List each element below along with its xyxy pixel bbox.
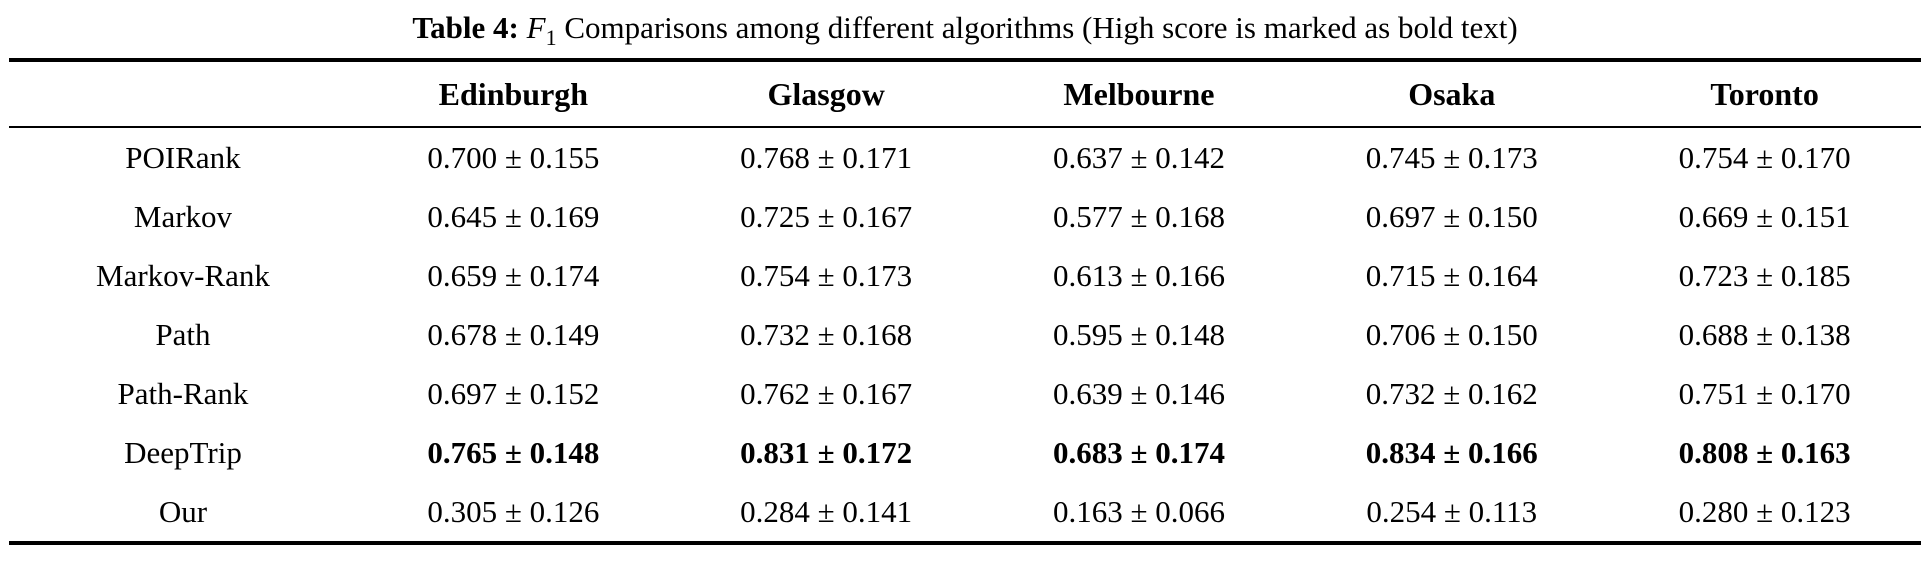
row-label: POIRank bbox=[125, 139, 241, 175]
score-cell-best: 0.808 ± 0.163 bbox=[1678, 434, 1851, 470]
table-row-markov: Markov 0.645 ± 0.169 0.725 ± 0.167 0.577… bbox=[9, 187, 1921, 246]
score-cell: 0.659 ± 0.174 bbox=[427, 257, 600, 293]
score-cell: 0.669 ± 0.151 bbox=[1678, 198, 1851, 234]
score-cell: 0.745 ± 0.173 bbox=[1365, 139, 1538, 175]
score-cell: 0.577 ± 0.168 bbox=[1052, 198, 1225, 234]
score-cell: 0.639 ± 0.146 bbox=[1052, 375, 1225, 411]
row-label: Path-Rank bbox=[117, 375, 249, 411]
score-cell: 0.697 ± 0.150 bbox=[1365, 198, 1538, 234]
caption-text: Comparisons among different algorithms (… bbox=[564, 10, 1518, 45]
score-cell: 0.715 ± 0.164 bbox=[1365, 257, 1538, 293]
score-cell-best: 0.834 ± 0.166 bbox=[1365, 434, 1538, 470]
score-cell: 0.723 ± 0.185 bbox=[1678, 257, 1851, 293]
column-header-edinburgh: Edinburgh bbox=[356, 60, 670, 128]
score-cell-best: 0.831 ± 0.172 bbox=[740, 434, 913, 470]
score-cell: 0.754 ± 0.173 bbox=[740, 257, 913, 293]
column-header-toronto: Toronto bbox=[1608, 60, 1921, 128]
score-cell: 0.697 ± 0.152 bbox=[427, 375, 600, 411]
score-cell: 0.613 ± 0.166 bbox=[1052, 257, 1225, 293]
score-cell: 0.706 ± 0.150 bbox=[1365, 316, 1538, 352]
row-label: Markov-Rank bbox=[96, 257, 270, 293]
score-cell: 0.254 ± 0.113 bbox=[1366, 493, 1538, 529]
column-header-melbourne: Melbourne bbox=[982, 60, 1296, 128]
score-cell: 0.700 ± 0.155 bbox=[427, 139, 600, 175]
score-cell: 0.678 ± 0.149 bbox=[427, 316, 600, 352]
column-header-glasgow: Glasgow bbox=[669, 60, 983, 128]
table-body: POIRank 0.700 ± 0.155 0.768 ± 0.171 0.63… bbox=[9, 127, 1921, 543]
score-cell: 0.280 ± 0.123 bbox=[1678, 493, 1851, 529]
score-cell: 0.595 ± 0.148 bbox=[1052, 316, 1225, 352]
score-cell: 0.163 ± 0.066 bbox=[1052, 493, 1225, 529]
table-row-path-rank: Path-Rank 0.697 ± 0.152 0.762 ± 0.167 0.… bbox=[9, 364, 1921, 423]
score-cell-best: 0.765 ± 0.148 bbox=[427, 434, 600, 470]
row-label: Markov bbox=[133, 198, 233, 234]
row-label: Path bbox=[155, 316, 211, 352]
score-cell: 0.688 ± 0.138 bbox=[1678, 316, 1851, 352]
table-caption: Table 4: F1 Comparisons among different … bbox=[0, 0, 1930, 58]
score-cell: 0.305 ± 0.126 bbox=[427, 493, 600, 529]
row-label: DeepTrip bbox=[124, 434, 242, 470]
score-cell: 0.762 ± 0.167 bbox=[740, 375, 913, 411]
score-cell: 0.732 ± 0.168 bbox=[740, 316, 913, 352]
score-cell: 0.751 ± 0.170 bbox=[1678, 375, 1851, 411]
score-cell-best: 0.683 ± 0.174 bbox=[1052, 434, 1225, 470]
caption-metric: F1 bbox=[526, 10, 557, 51]
table-header: Edinburgh Glasgow Melbourne Osaka Toront… bbox=[9, 60, 1921, 128]
score-cell: 0.637 ± 0.142 bbox=[1052, 139, 1225, 175]
score-cell: 0.754 ± 0.170 bbox=[1678, 139, 1851, 175]
score-cell: 0.645 ± 0.169 bbox=[427, 198, 600, 234]
table-row-markov-rank: Markov-Rank 0.659 ± 0.174 0.754 ± 0.173 … bbox=[9, 246, 1921, 305]
table-row-deeptrip: DeepTrip 0.765 ± 0.148 0.831 ± 0.172 0.6… bbox=[9, 423, 1921, 482]
score-cell: 0.732 ± 0.162 bbox=[1365, 375, 1538, 411]
score-cell: 0.768 ± 0.171 bbox=[740, 139, 913, 175]
score-cell: 0.284 ± 0.141 bbox=[740, 493, 913, 529]
results-table: Edinburgh Glasgow Melbourne Osaka Toront… bbox=[9, 58, 1921, 545]
corner-header-cell bbox=[9, 60, 357, 128]
score-cell: 0.725 ± 0.167 bbox=[740, 198, 913, 234]
table-row-path: Path 0.678 ± 0.149 0.732 ± 0.168 0.595 ±… bbox=[9, 305, 1921, 364]
table-row-poirank: POIRank 0.700 ± 0.155 0.768 ± 0.171 0.63… bbox=[9, 127, 1921, 187]
caption-table-number: Table 4: bbox=[412, 10, 519, 45]
table-row-our: Our 0.305 ± 0.126 0.284 ± 0.141 0.163 ± … bbox=[9, 482, 1921, 543]
column-header-osaka: Osaka bbox=[1295, 60, 1609, 128]
row-label: Our bbox=[158, 493, 208, 529]
